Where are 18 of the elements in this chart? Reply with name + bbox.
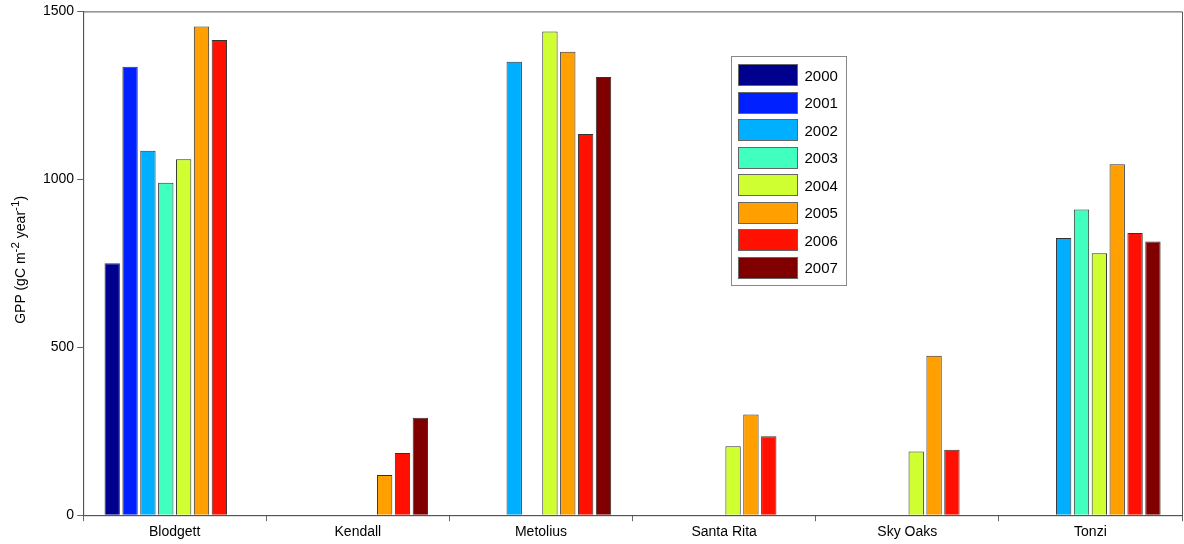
x-tick-label: Tonzi [1074, 523, 1107, 540]
y-tick-label: 0 [66, 506, 75, 523]
legend-label: 2005 [804, 204, 838, 222]
x-tick-label: Sky Oaks [877, 523, 938, 540]
legend-label: 2002 [804, 121, 838, 139]
y-tick-label: 1000 [42, 170, 75, 187]
legend-label: 2003 [804, 149, 838, 167]
y-tick-label: 1500 [42, 2, 75, 19]
x-tick-label: Kendall [334, 523, 382, 540]
legend-label: 2000 [804, 66, 838, 84]
x-tick-label: Metolius [514, 523, 568, 540]
legend-label: 2004 [804, 176, 838, 194]
x-tick-label: Santa Rita [691, 523, 758, 540]
legend-label: 2001 [804, 94, 838, 112]
x-tick-label: Blodgett [149, 523, 201, 540]
legend-label: 2007 [804, 259, 838, 277]
legend-label: 2006 [804, 231, 838, 249]
y-tick-label: 500 [50, 338, 75, 355]
